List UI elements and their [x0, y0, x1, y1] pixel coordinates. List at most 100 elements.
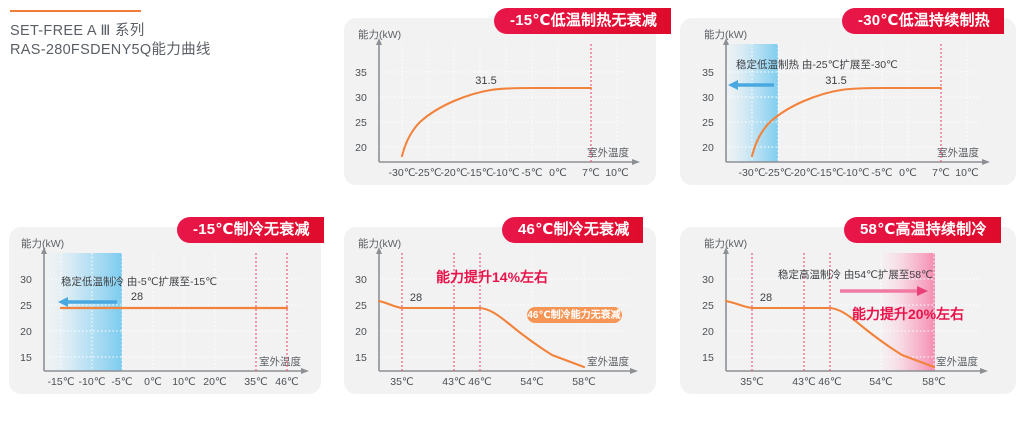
- chart-svg-cooling-46: 能力(kW) 室外温度 30 25 20 15 35℃ 43℃ 46℃ 54℃ …: [355, 237, 638, 388]
- x-tick-4: -10℃: [843, 167, 870, 179]
- y-axis-label: 能力(kW): [358, 28, 401, 41]
- capacity-curve: [400, 86, 593, 158]
- x-tick-0: 35℃: [740, 376, 763, 388]
- callout-capacity-gain: 能力提升20%左右: [852, 306, 964, 322]
- chart-svg-cooling-58: 能力(kW) 室外温度 30 25 20 15 35℃ 43℃ 46℃ 54℃ …: [702, 237, 988, 388]
- page-header: SET-FREE A Ⅲ 系列 RAS-280FSDENY5Q能力曲线: [10, 10, 320, 60]
- band-note-text: 稳定高温制冷 由54℃扩展至58℃: [778, 268, 933, 281]
- capacity-curve: [750, 86, 943, 158]
- y-tick-3: 20: [702, 142, 714, 154]
- y-tick-2: 25: [702, 117, 714, 129]
- value-label-28: 28: [131, 291, 143, 303]
- x-tick-0: 35℃: [390, 376, 413, 388]
- y-tick-1: 30: [355, 92, 367, 104]
- x-tick-5: -5℃: [521, 167, 542, 179]
- y-tick-0: 35: [702, 67, 714, 79]
- x-tick-3: 54℃: [869, 376, 892, 388]
- x-tick-2: 46℃: [468, 376, 491, 388]
- chart-card-cooling-minus15: 能力(kW) 室外温度 30 25 20 15 -15℃ -10℃ -5℃ 0℃…: [9, 217, 324, 394]
- y-tick-1: 25: [702, 300, 714, 312]
- y-axis-label: 能力(kW): [358, 237, 401, 250]
- y-tick-1: 25: [355, 300, 367, 312]
- x-tick-0: -30℃: [739, 167, 766, 179]
- chart-svg-cooling-minus15: 能力(kW) 室外温度 30 25 20 15 -15℃ -10℃ -5℃ 0℃…: [20, 237, 309, 388]
- band-note-text: 稳定低温制热 由-25℃扩展至-30℃: [736, 58, 898, 71]
- y-tick-3: 20: [355, 142, 367, 154]
- x-tick-8: 10℃: [605, 167, 628, 179]
- y-axis-label: 能力(kW): [704, 237, 747, 250]
- chart-card-cooling-46: 能力(kW) 室外温度 30 25 20 15 35℃ 43℃ 46℃ 54℃ …: [344, 217, 656, 394]
- chart-svg-heating-minus30: 能力(kW) 室外温度 35 30 25 20 -30℃ -25℃ -20℃ -…: [702, 28, 990, 179]
- y-tick-1: 25: [20, 300, 32, 312]
- x-axis-label: 室外温度: [936, 355, 978, 368]
- callout-capacity-gain: 能力提升14%左右: [436, 269, 548, 285]
- x-tick-2: -20℃: [791, 167, 818, 179]
- value-label-28: 28: [760, 292, 772, 304]
- x-tick-4: 10℃: [172, 376, 195, 388]
- x-tick-1: 43℃: [442, 376, 465, 388]
- x-tick-4: -10℃: [493, 167, 520, 179]
- band-pink-region: [881, 253, 935, 371]
- x-tick-1: -25℃: [415, 167, 442, 179]
- chart-svg-heating-minus15: 能力(kW) 室外温度 35 30 25 20 -30℃ -25℃ -20℃ -…: [355, 28, 640, 179]
- band-arrow-right-icon: [840, 286, 928, 296]
- x-axis-label: 室外温度: [259, 355, 301, 368]
- x-tick-0: -30℃: [389, 167, 416, 179]
- x-tick-1: 43℃: [792, 376, 815, 388]
- band-arrow-left-icon: [58, 297, 117, 307]
- x-tick-0: -15℃: [48, 376, 75, 388]
- x-tick-2: -20℃: [441, 167, 468, 179]
- value-label-28: 28: [410, 292, 422, 304]
- y-tick-3: 15: [702, 352, 714, 364]
- x-tick-8: 10℃: [955, 167, 978, 179]
- page-title-line1: SET-FREE A Ⅲ 系列: [10, 23, 145, 39]
- x-tick-1: -10℃: [79, 376, 106, 388]
- x-tick-3: -15℃: [467, 167, 494, 179]
- y-axis-label: 能力(kW): [704, 28, 747, 41]
- x-tick-7: 46℃: [275, 376, 298, 388]
- x-tick-1: -25℃: [765, 167, 792, 179]
- y-tick-3: 15: [20, 352, 32, 364]
- x-axis-label: 室外温度: [587, 146, 629, 159]
- y-tick-3: 15: [355, 352, 367, 364]
- pill-label: 46℃制冷能力无衰减: [527, 308, 620, 321]
- y-tick-2: 25: [355, 117, 367, 129]
- x-tick-4: 58℃: [922, 376, 945, 388]
- pill-no-decay: 46℃制冷能力无衰减: [527, 307, 622, 323]
- y-tick-2: 20: [20, 326, 32, 338]
- capacity-curve: [724, 299, 936, 369]
- chart-card-heating-minus15: 能力(kW) 室外温度 35 30 25 20 -30℃ -25℃ -20℃ -…: [344, 8, 672, 185]
- page-title-line2: RAS-280FSDENY5Q能力曲线: [10, 42, 211, 58]
- chart-badge-heating-minus15: -15℃低温制热无衰减: [494, 8, 672, 34]
- y-tick-0: 30: [355, 274, 367, 286]
- band-blue-region: [44, 253, 122, 371]
- y-tick-2: 20: [702, 326, 714, 338]
- chart-badge-cooling-46: 46℃制冷无衰减: [502, 217, 644, 243]
- y-axis-label: 能力(kW): [21, 237, 64, 250]
- x-tick-3: 0℃: [144, 376, 162, 388]
- band-arrow-left-icon: [728, 80, 774, 90]
- x-tick-2: -5℃: [111, 376, 132, 388]
- chart-card-heating-minus30: 能力(kW) 室外温度 35 30 25 20 -30℃ -25℃ -20℃ -…: [680, 8, 1016, 185]
- y-tick-1: 30: [702, 92, 714, 104]
- y-tick-0: 30: [20, 274, 32, 286]
- x-tick-6: 0℃: [899, 167, 917, 179]
- value-label-31-5: 31.5: [475, 75, 496, 87]
- y-tick-0: 35: [355, 67, 367, 79]
- capacity-curve: [377, 299, 586, 369]
- x-tick-7: 7℃: [582, 167, 600, 179]
- chart-badge-heating-minus30: -30℃低温持续制热: [842, 8, 1004, 34]
- x-tick-2: 46℃: [818, 376, 841, 388]
- chart-card-cooling-58: 能力(kW) 室外温度 30 25 20 15 35℃ 43℃ 46℃ 54℃ …: [680, 217, 1016, 394]
- x-tick-3: -15℃: [817, 167, 844, 179]
- chart-badge-cooling-minus15: -15℃制冷无衰减: [177, 217, 324, 243]
- chart-badge-cooling-58: 58℃高温持续制冷: [844, 217, 1001, 243]
- x-tick-5: 20℃: [203, 376, 226, 388]
- x-tick-6: 35℃: [244, 376, 267, 388]
- x-tick-6: 0℃: [549, 167, 567, 179]
- accent-rule: [10, 10, 141, 12]
- x-tick-5: -5℃: [871, 167, 892, 179]
- x-axis-label: 室外温度: [937, 146, 979, 159]
- x-tick-7: 7℃: [932, 167, 950, 179]
